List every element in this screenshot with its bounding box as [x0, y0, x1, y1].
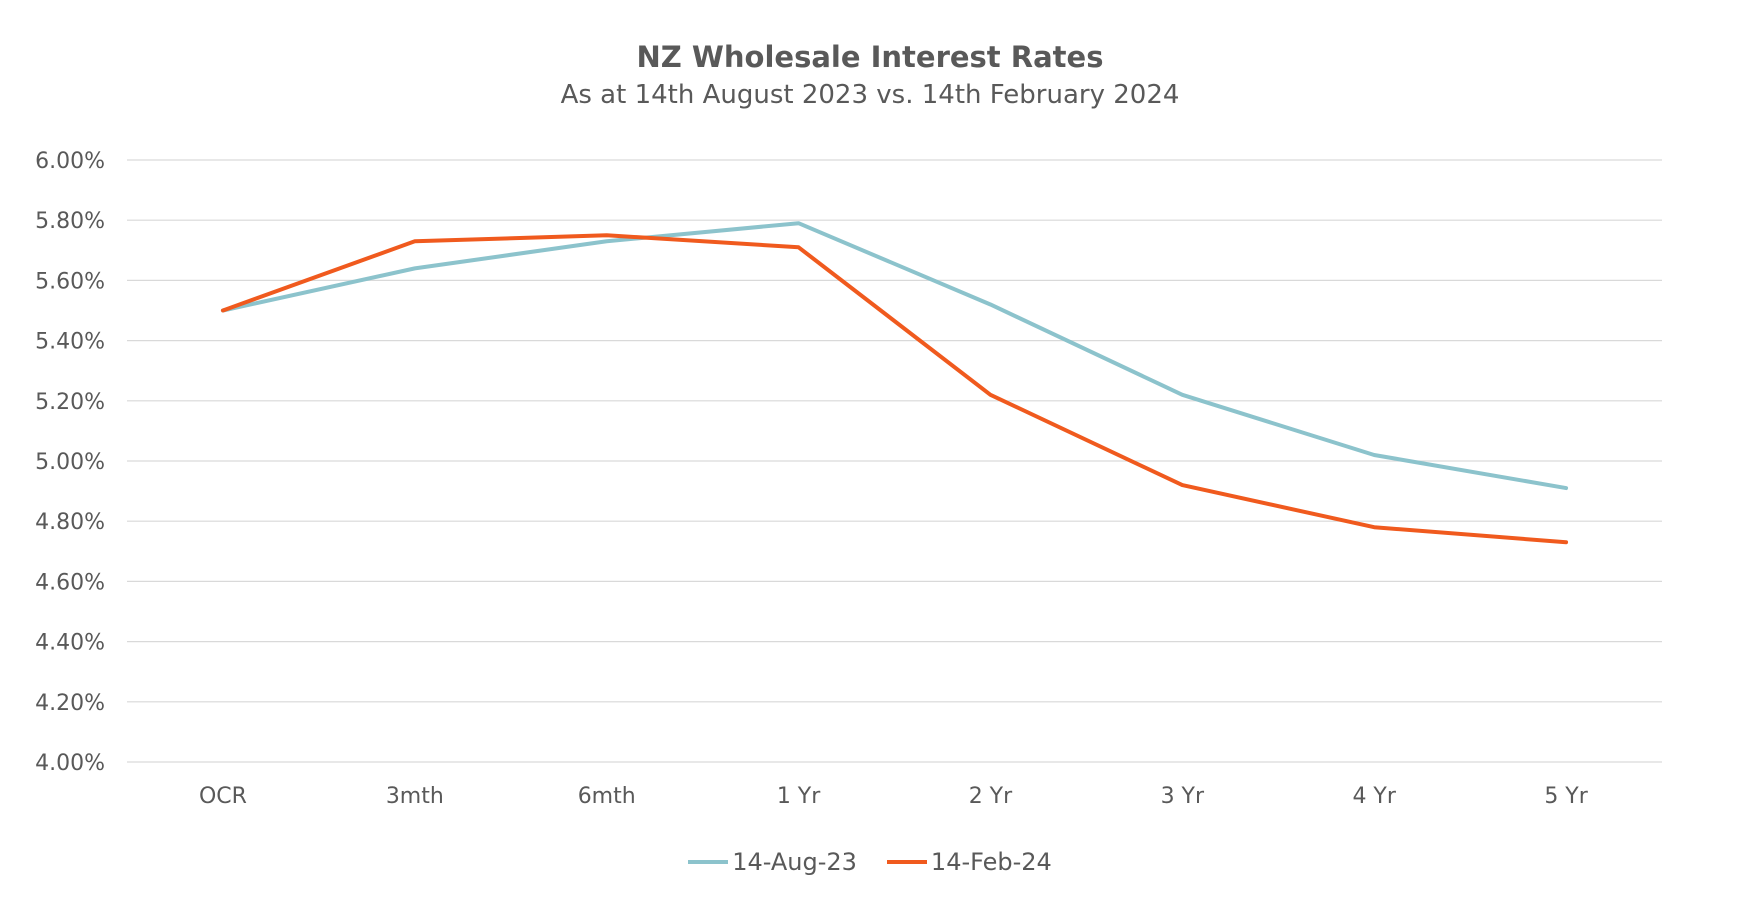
x-tick-label: 3mth	[386, 784, 444, 809]
chart-title: NZ Wholesale Interest Rates	[636, 40, 1104, 74]
y-tick-label: 5.20%	[35, 390, 105, 415]
legend-label-aug: 14-Aug-23	[732, 848, 857, 876]
x-tick-label: OCR	[199, 784, 247, 809]
chart-subtitle: As at 14th August 2023 vs. 14th February…	[560, 80, 1180, 110]
y-tick-label: 4.60%	[35, 570, 105, 595]
y-tick-label: 4.20%	[35, 691, 105, 716]
series-line-14-Aug-23	[220, 221, 1569, 491]
y-tick-label: 4.80%	[35, 510, 105, 535]
x-tick-label: 1 Yr	[777, 784, 821, 809]
y-tick-label: 4.40%	[35, 631, 105, 656]
y-tick-label: 5.00%	[35, 450, 105, 475]
legend-label-feb: 14-Feb-24	[930, 848, 1052, 876]
y-tick-label: 5.80%	[35, 209, 105, 234]
y-tick-label: 6.00%	[35, 149, 105, 174]
x-tick-label: 6mth	[578, 784, 636, 809]
y-tick-label: 5.60%	[35, 269, 105, 294]
legend-item-feb: 14-Feb-24	[886, 848, 1052, 876]
x-tick-label: 4 Yr	[1352, 784, 1396, 809]
legend-item-aug: 14-Aug-23	[688, 848, 857, 876]
x-tick-label: 5 Yr	[1544, 784, 1588, 809]
y-tick-label: 5.40%	[35, 330, 105, 355]
legend-swatch-aug	[688, 860, 729, 864]
x-tick-label: 3 Yr	[1161, 784, 1205, 809]
legend-swatch-feb	[886, 860, 927, 864]
x-tick-label: 2 Yr	[969, 784, 1013, 809]
series-line-14-Feb-24	[220, 233, 1569, 545]
y-tick-label: 4.00%	[35, 751, 105, 776]
legend: 14-Aug-23 14-Feb-24	[0, 848, 1740, 876]
